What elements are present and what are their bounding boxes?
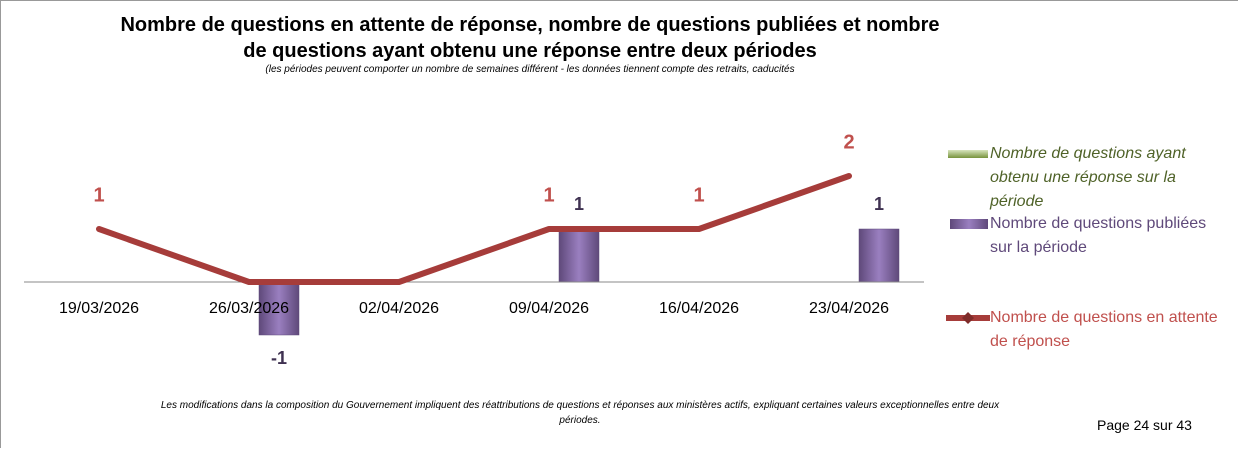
page-label: Page 24 sur 43	[1097, 417, 1192, 433]
data-label: -1	[271, 348, 287, 368]
x-tick-label: 23/04/2026	[809, 300, 889, 317]
x-tick-label: 02/04/2026	[359, 300, 439, 317]
data-label: 1	[543, 184, 554, 206]
legend-swatch	[948, 150, 988, 158]
chart-subtitle: (les périodes peuvent comporter un nombr…	[265, 64, 795, 75]
line	[96, 173, 852, 285]
footnote: Les modifications dans la composition du…	[160, 400, 1000, 426]
legend-swatch	[950, 219, 988, 229]
data-label: 1	[874, 194, 884, 214]
chart-title: Nombre de questions en attente de répons…	[120, 14, 940, 62]
legend-label: Nombre de questions en attente de répons…	[990, 309, 1218, 350]
x-tick-label: 16/04/2026	[659, 300, 739, 317]
data-label: 1	[693, 184, 704, 206]
bar	[858, 228, 900, 283]
legend-marker	[962, 312, 974, 324]
bar	[558, 228, 600, 283]
data-label: 1	[93, 184, 104, 206]
x-tick-label: 19/03/2026	[59, 300, 139, 317]
legend-label: Nombre de questions ayant obtenu une rép…	[990, 145, 1186, 210]
legend-label: Nombre de questions publiées sur la péri…	[990, 215, 1207, 256]
data-label: 1	[574, 194, 584, 214]
x-tick-label: 26/03/2026	[209, 300, 289, 317]
x-tick-label: 09/04/2026	[509, 300, 589, 317]
data-label: 2	[843, 131, 854, 153]
